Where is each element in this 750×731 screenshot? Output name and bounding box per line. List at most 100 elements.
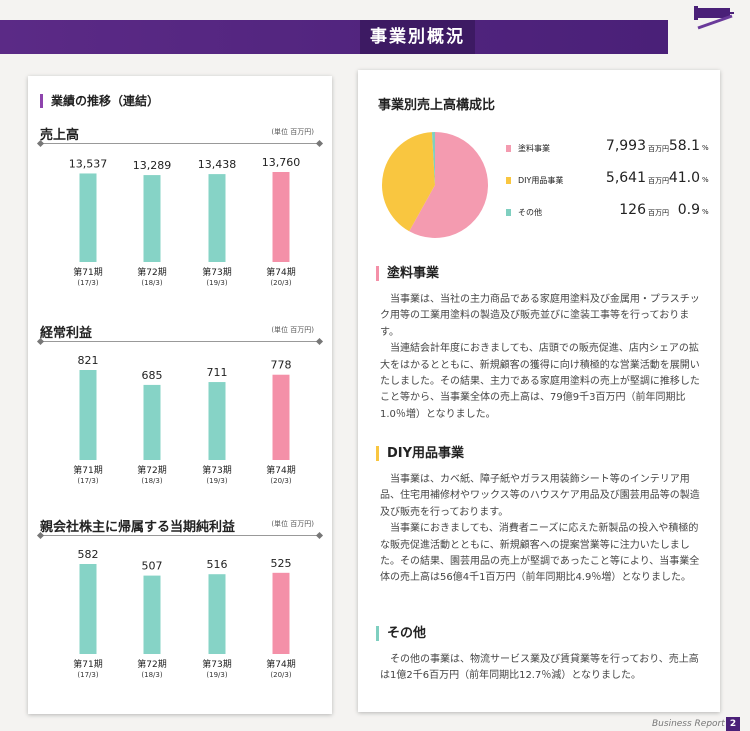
category-label: 第71期 bbox=[73, 658, 102, 670]
chart-unit: (単位 百万円) bbox=[271, 520, 314, 528]
legend-name: DIY用品事業 bbox=[518, 176, 564, 185]
chart-header-sales: 売上高 (単位 百万円) bbox=[40, 124, 320, 144]
legend-unit: 百万円 bbox=[648, 145, 669, 153]
bar bbox=[272, 374, 290, 460]
value-label: 516 bbox=[207, 558, 228, 571]
segment-paragraph: その他の事業は、物流サービス業及び賃貸業等を行っており、売上高は1億2千6百万円… bbox=[380, 654, 699, 682]
fiscal-year-label: (17/3) bbox=[77, 279, 98, 287]
chart-unit: (単位 百万円) bbox=[271, 128, 314, 136]
ordinary-income-chart: 821 第71期 (17/3) 685 第72期 (18/3) 711 第73期 (19/3) 7… bbox=[40, 352, 320, 502]
value-label: 582 bbox=[78, 548, 99, 561]
ordinary-income-bar-chart: 821 第71期(17/3) 685 第72期(18/3) 711 第73期(19/3) 7… bbox=[73, 354, 295, 485]
sales-bar-chart: 13,537 第71期(17/3) 13,289 第72期(18/3) 13,438 第7… bbox=[69, 156, 301, 287]
category-label: 第72期 bbox=[137, 266, 166, 278]
chart-header-ordinary-income: 経常利益 (単位 百万円) bbox=[40, 322, 320, 342]
bar bbox=[208, 574, 226, 654]
fiscal-year-label: (19/3) bbox=[206, 671, 227, 679]
fiscal-year-label: (17/3) bbox=[77, 477, 98, 485]
bar bbox=[208, 174, 226, 262]
chart-title: 親会社株主に帰属する当期純利益 bbox=[40, 520, 236, 535]
performance-panel: 業績の推移（連結） 売上高 (単位 百万円) 13,537 第71期 (17/3) 1… bbox=[28, 76, 332, 714]
segment-pie-chart bbox=[382, 132, 488, 238]
bar bbox=[79, 564, 97, 654]
legend-row: その他 126 百万円 0.9% bbox=[506, 202, 709, 234]
fiscal-year-label: (19/3) bbox=[206, 279, 227, 287]
value-label: 821 bbox=[78, 354, 99, 367]
pie-chart bbox=[380, 130, 490, 240]
pie-legend: 塗料事業 7,993 百万円 58.1% DIY用品事業 5,641 百万円 41.0% その他… bbox=[506, 138, 709, 234]
bar bbox=[79, 370, 97, 460]
value-label: 507 bbox=[142, 560, 163, 573]
bar bbox=[79, 173, 97, 262]
paint-brush-icon bbox=[694, 6, 734, 30]
pie-slice bbox=[382, 132, 435, 232]
bar bbox=[143, 575, 161, 654]
chart-title: 経常利益 bbox=[40, 326, 93, 341]
chart-title: 売上高 bbox=[40, 128, 80, 143]
chart-header-net-income: 親会社株主に帰属する当期純利益 (単位 百万円) bbox=[40, 516, 320, 536]
legend-name: その他 bbox=[518, 208, 542, 217]
category-label: 第72期 bbox=[137, 464, 166, 476]
segment-paragraph: 当事業におきましても、消費者ニーズに応えた新製品の投入や積極的な販売促進活動とと… bbox=[380, 523, 700, 584]
page-title: 事業別概況 bbox=[360, 20, 475, 54]
legend-swatch bbox=[506, 209, 511, 216]
percent-sign: % bbox=[702, 208, 709, 216]
pie-chart-title: 事業別売上高構成比 bbox=[378, 98, 496, 113]
fiscal-year-label: (18/3) bbox=[141, 671, 162, 679]
footer-text: Business Report bbox=[652, 719, 725, 729]
legend-percent: 41.0 bbox=[668, 170, 700, 186]
legend-row: 塗料事業 7,993 百万円 58.1% bbox=[506, 138, 709, 170]
bar bbox=[143, 175, 161, 262]
legend-value: 5,641 bbox=[605, 170, 646, 186]
segment-paragraph: 当連結会計年度におきましても、店頭での販売促進、店内シェアの拡大をはかるとともに… bbox=[380, 343, 700, 420]
category-label: 第74期 bbox=[266, 266, 295, 278]
bar bbox=[143, 384, 161, 460]
fiscal-year-label: (20/3) bbox=[270, 477, 291, 485]
value-label: 13,438 bbox=[198, 158, 237, 171]
value-label: 685 bbox=[142, 369, 163, 382]
segment-title: その他 bbox=[376, 626, 426, 641]
percent-sign: % bbox=[702, 176, 709, 184]
net-income-bar-chart: 582 第71期(17/3) 507 第72期(18/3) 516 第73期(19/3) 5… bbox=[73, 548, 295, 679]
category-label: 第73期 bbox=[202, 658, 231, 670]
legend-name: 塗料事業 bbox=[518, 144, 550, 153]
value-label: 778 bbox=[271, 359, 292, 372]
fiscal-year-label: (20/3) bbox=[270, 279, 291, 287]
fiscal-year-label: (18/3) bbox=[141, 477, 162, 485]
page-number: 2 bbox=[726, 717, 740, 731]
segment-title: DIY用品事業 bbox=[376, 446, 464, 461]
fiscal-year-label: (18/3) bbox=[141, 279, 162, 287]
category-label: 第71期 bbox=[73, 464, 102, 476]
header-band bbox=[0, 20, 668, 54]
fiscal-year-label: (17/3) bbox=[77, 671, 98, 679]
category-label: 第74期 bbox=[266, 658, 295, 670]
net-income-chart: 582 第71期 (17/3) 507 第72期 (18/3) 516 第73期 (19/3) 5… bbox=[40, 546, 320, 696]
category-label: 第72期 bbox=[137, 658, 166, 670]
legend-percent: 58.1 bbox=[668, 138, 700, 154]
pie-slice bbox=[431, 132, 435, 185]
segment-panel: 事業別売上高構成比 塗料事業 7,993 百万円 58.1% DIY用品事業 5,641 百… bbox=[358, 70, 720, 712]
category-label: 第74期 bbox=[266, 464, 295, 476]
legend-unit: 百万円 bbox=[648, 177, 669, 185]
value-label: 13,289 bbox=[133, 159, 172, 172]
bar bbox=[272, 572, 290, 654]
segment-paragraph: 当事業は、カベ紙、障子紙やガラス用装飾シート等のインテリア用品、住宅用補修材やワ… bbox=[380, 474, 700, 518]
percent-sign: % bbox=[702, 144, 709, 152]
category-label: 第73期 bbox=[202, 266, 231, 278]
bar bbox=[208, 382, 226, 460]
chart-unit: (単位 百万円) bbox=[271, 326, 314, 334]
fiscal-year-label: (19/3) bbox=[206, 477, 227, 485]
segment-paragraph: 当事業は、当社の主力商品である家庭用塗料及び金属用・プラスチック用等の工業用塗料… bbox=[380, 294, 700, 338]
legend-percent: 0.9 bbox=[677, 202, 700, 218]
legend-value: 7,993 bbox=[605, 138, 646, 154]
value-label: 13,537 bbox=[69, 157, 108, 170]
sales-chart: 13,537 第71期 (17/3) 13,289 第72期 (18/3) 13,438 第7… bbox=[40, 154, 320, 304]
legend-row: DIY用品事業 5,641 百万円 41.0% bbox=[506, 170, 709, 202]
fiscal-year-label: (20/3) bbox=[270, 671, 291, 679]
category-label: 第73期 bbox=[202, 464, 231, 476]
value-label: 711 bbox=[207, 366, 228, 379]
legend-swatch bbox=[506, 145, 511, 152]
category-label: 第71期 bbox=[73, 266, 102, 278]
segment-title: 塗料事業 bbox=[376, 266, 439, 281]
value-label: 525 bbox=[271, 557, 292, 570]
